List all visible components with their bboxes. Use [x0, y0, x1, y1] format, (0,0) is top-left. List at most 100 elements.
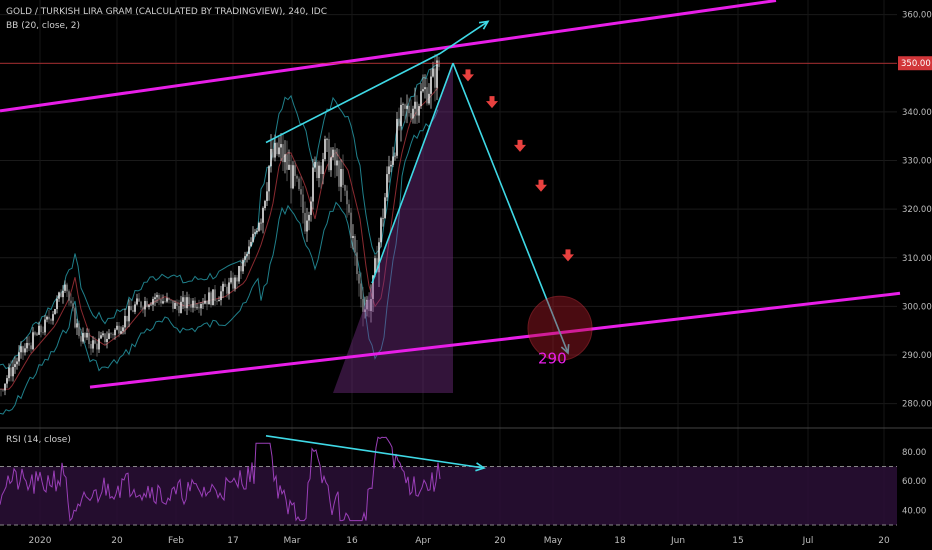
candle-body	[108, 333, 110, 339]
candle-body	[248, 246, 250, 254]
candle-body	[200, 304, 202, 309]
down-arrow-icon	[562, 249, 574, 262]
candle-body	[144, 301, 146, 310]
candle-body	[266, 191, 268, 201]
candle-body	[336, 160, 338, 166]
candle-body	[218, 300, 220, 302]
rsi-band	[0, 466, 897, 526]
candle-body	[362, 298, 364, 312]
candle-body	[408, 105, 410, 114]
candle-body	[368, 299, 370, 312]
candle-body	[170, 299, 172, 301]
target-label: 290	[538, 349, 567, 367]
candle-body	[282, 144, 284, 163]
candle-body	[280, 144, 282, 148]
candle-body	[138, 298, 140, 302]
candle-body	[350, 212, 352, 238]
price-tick-label: 300.00	[902, 302, 932, 312]
rsi-tick-label: 60.00	[902, 477, 926, 487]
candle-body	[116, 325, 118, 330]
candle-body	[110, 333, 112, 335]
candle-body	[112, 334, 114, 336]
current-price-badge	[898, 56, 932, 71]
candle-body	[96, 343, 98, 350]
candle-body	[270, 148, 272, 167]
rsi-zone	[0, 466, 897, 525]
candle-body	[302, 194, 304, 213]
bollinger-legend: BB (20, close, 2)	[6, 21, 81, 31]
candle-body	[20, 346, 22, 353]
candle-body	[310, 201, 312, 215]
candle-body	[160, 299, 162, 304]
candle-body	[124, 315, 126, 328]
candle-body	[38, 325, 40, 335]
candle-body	[304, 212, 306, 232]
candle-body	[162, 301, 164, 304]
candle-body	[196, 307, 198, 309]
candle-body	[94, 340, 96, 344]
candle-body	[370, 299, 372, 312]
candle-body	[34, 332, 36, 335]
candle-body	[78, 323, 80, 337]
candle-body	[194, 300, 196, 308]
candle-body	[126, 315, 128, 322]
candle-body	[318, 165, 320, 179]
candle-body	[76, 323, 78, 328]
candle-body	[120, 331, 122, 334]
candle-body	[242, 259, 244, 272]
candle-body	[324, 139, 326, 160]
candle-body	[424, 87, 426, 90]
candle-body	[312, 167, 314, 202]
candle-body	[80, 336, 82, 342]
rsi-tick-label: 40.00	[902, 506, 926, 516]
candle-body	[2, 389, 4, 391]
candle-body	[422, 89, 424, 92]
candle-body	[70, 300, 72, 304]
price-tick-label: 320.00	[902, 205, 932, 215]
candle-body	[272, 148, 274, 158]
candle-body	[400, 104, 402, 127]
candle-body	[182, 297, 184, 302]
candle-body	[208, 292, 210, 305]
candle-body	[432, 68, 434, 77]
rsi-line	[0, 435, 485, 522]
target-circle	[527, 295, 593, 361]
candles	[0, 54, 440, 397]
candle-body	[90, 343, 92, 349]
candle-body	[42, 332, 44, 333]
candle-body	[240, 266, 242, 272]
candle-body	[22, 346, 24, 353]
candle-body	[328, 139, 330, 171]
time-tick-label: Apr	[415, 536, 431, 546]
candle-body	[156, 294, 158, 298]
candle-body	[314, 162, 316, 168]
candle-body	[226, 286, 228, 294]
candle-body	[386, 174, 388, 198]
candle-body	[410, 113, 412, 119]
price-tick-label: 310.00	[902, 254, 932, 264]
candle-body	[82, 333, 84, 342]
trend-down-arrowhead	[560, 344, 570, 355]
candle-body	[216, 300, 218, 302]
candle-body	[6, 378, 8, 384]
candle-body	[98, 338, 100, 350]
shaded-triangle	[333, 63, 453, 393]
candle-body	[252, 233, 254, 242]
candle-body	[84, 333, 86, 338]
candle-body	[66, 284, 68, 292]
candle-body	[366, 299, 368, 310]
candle-body	[222, 283, 224, 292]
candle-body	[320, 165, 322, 175]
candle-body	[390, 164, 392, 167]
price-tick-label: 330.00	[902, 157, 932, 167]
candle-body	[332, 149, 334, 158]
candle-body	[342, 168, 344, 185]
candle-body	[294, 165, 296, 176]
candle-body	[150, 304, 152, 306]
candle-body	[364, 309, 366, 312]
candle-body	[306, 220, 308, 232]
candle-body	[292, 165, 294, 189]
channel-upper-line	[0, 0, 777, 113]
candle-body	[36, 334, 38, 336]
